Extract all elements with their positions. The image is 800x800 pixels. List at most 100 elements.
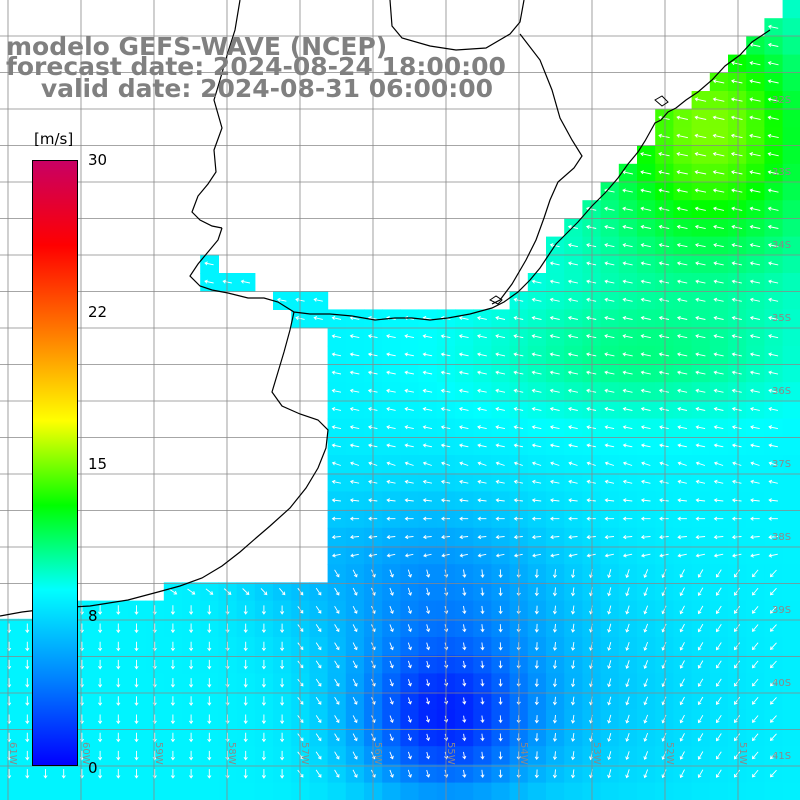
wind-arrow xyxy=(622,334,633,339)
wind-arrow xyxy=(407,715,412,723)
wind-arrow xyxy=(334,624,340,633)
wind-arrow xyxy=(716,678,722,687)
wind-arrow xyxy=(604,553,614,558)
wind-arrow xyxy=(480,751,485,760)
wind-arrow xyxy=(426,569,431,578)
wind-arrow xyxy=(352,678,358,687)
wind-arrow xyxy=(389,733,394,742)
wind-arrow xyxy=(261,750,266,761)
wind-arrow xyxy=(586,297,597,302)
wind-arrow xyxy=(280,641,285,652)
wind-arrow xyxy=(768,370,779,375)
wind-arrow xyxy=(243,750,248,761)
wind-arrow xyxy=(730,97,743,102)
wind-arrow xyxy=(640,535,651,540)
wind-arrow xyxy=(641,479,651,484)
wind-arrow xyxy=(731,79,743,84)
wind-arrow xyxy=(570,769,576,779)
wind-arrow xyxy=(604,388,615,393)
wind-arrow xyxy=(604,334,615,339)
wind-arrow xyxy=(567,279,578,284)
wind-arrow xyxy=(552,623,557,633)
wind-arrow xyxy=(389,605,394,615)
wind-arrow xyxy=(749,188,761,193)
wind-arrow xyxy=(480,587,485,597)
wind-arrow xyxy=(480,642,485,651)
wind-arrow xyxy=(767,243,779,248)
wind-arrow xyxy=(730,133,743,139)
wind-arrow xyxy=(713,443,724,448)
wind-arrow xyxy=(134,623,139,634)
wind-arrow xyxy=(280,750,285,761)
wind-arrow xyxy=(695,370,706,375)
field-cell xyxy=(782,691,800,711)
wind-arrow xyxy=(749,297,760,302)
wind-arrow xyxy=(658,170,670,175)
wind-arrow xyxy=(116,714,121,725)
wind-arrow xyxy=(170,678,175,688)
wind-arrow xyxy=(661,678,667,688)
wind-arrow xyxy=(495,498,505,503)
wind-arrow xyxy=(658,151,670,157)
wind-arrow xyxy=(152,678,157,688)
wind-arrow xyxy=(534,642,539,651)
wind-arrow xyxy=(676,133,688,139)
wind-arrow xyxy=(225,659,230,670)
wind-arrow xyxy=(531,461,542,466)
wind-arrow xyxy=(531,425,542,430)
wind-arrow xyxy=(498,678,503,687)
wind-arrow xyxy=(261,714,266,725)
wind-arrow xyxy=(495,406,505,412)
wind-arrow xyxy=(768,443,778,448)
field-cell xyxy=(18,782,37,800)
wind-arrow xyxy=(352,769,358,778)
longitude-label: 51W xyxy=(737,742,748,765)
wind-arrow xyxy=(498,605,503,615)
wind-arrow xyxy=(659,443,669,448)
wind-arrow xyxy=(658,224,670,230)
wind-arrow xyxy=(586,479,596,484)
field-cell xyxy=(546,782,565,800)
wind-arrow xyxy=(495,388,506,393)
wind-arrow xyxy=(643,714,649,724)
wind-arrow xyxy=(751,569,759,578)
wind-arrow xyxy=(679,733,685,742)
wind-arrow xyxy=(498,569,503,578)
wind-arrow xyxy=(607,569,612,579)
wind-arrow xyxy=(550,461,560,466)
wind-arrow xyxy=(315,769,322,778)
wind-arrow xyxy=(769,715,777,723)
wind-arrow xyxy=(498,587,503,597)
wind-arrow xyxy=(477,553,487,558)
wind-arrow xyxy=(713,553,724,558)
wind-arrow xyxy=(659,479,669,484)
field-cell xyxy=(782,236,800,256)
wind-arrow xyxy=(734,605,741,614)
wind-arrow xyxy=(751,660,759,669)
wind-arrow xyxy=(677,297,688,302)
colorbar-tick-15: 15 xyxy=(88,455,108,473)
wind-arrow xyxy=(749,370,760,375)
wind-arrow xyxy=(389,769,394,778)
wind-arrow xyxy=(170,696,175,706)
latitude-label: 39S xyxy=(772,605,792,616)
wind-arrow xyxy=(386,535,396,540)
wind-arrow xyxy=(604,443,615,448)
wind-arrow xyxy=(116,769,121,779)
wind-arrow xyxy=(407,679,412,687)
wind-arrow xyxy=(695,279,706,284)
wind-arrow xyxy=(207,605,212,615)
wind-arrow xyxy=(570,751,576,761)
wind-arrow xyxy=(731,516,742,521)
wind-arrow xyxy=(640,406,651,412)
wind-arrow xyxy=(531,443,542,448)
wind-arrow xyxy=(315,733,322,742)
wind-arrow xyxy=(170,659,175,670)
wind-arrow xyxy=(768,425,778,430)
field-cell xyxy=(564,782,583,800)
wind-arrow xyxy=(531,516,542,521)
wind-arrow xyxy=(679,569,685,578)
wind-arrow xyxy=(695,425,706,430)
wind-arrow xyxy=(607,751,612,761)
wind-arrow xyxy=(407,624,412,633)
